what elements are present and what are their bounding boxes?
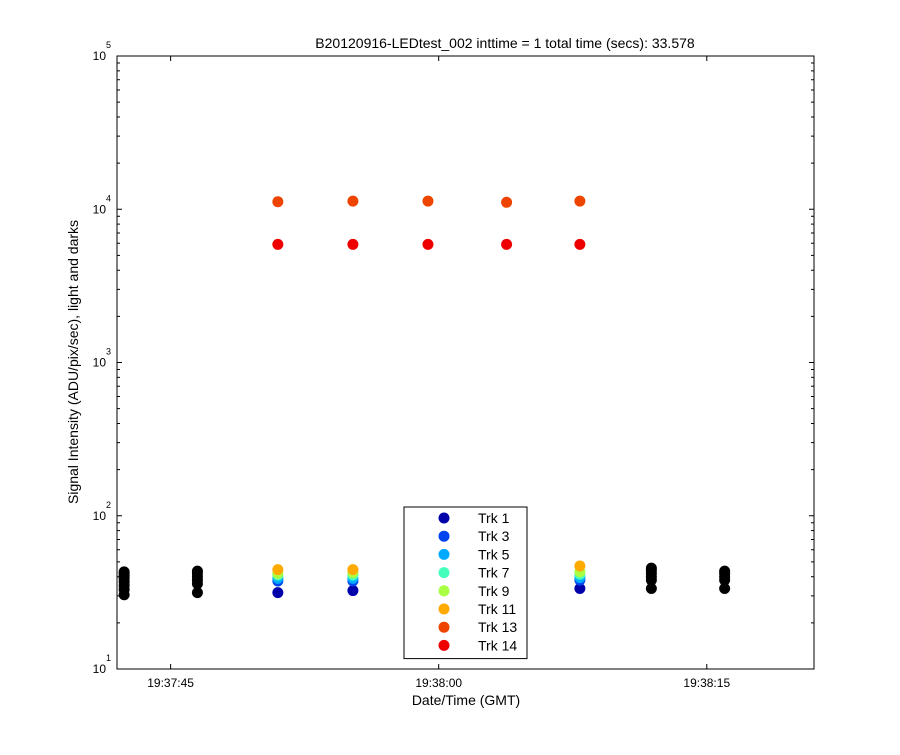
legend-label-trk-14: Trk 14 <box>478 637 517 653</box>
trk-13-point <box>422 195 434 207</box>
legend-box <box>403 506 528 660</box>
y-tick-label: 10 <box>93 509 107 523</box>
trk-13-point <box>347 195 359 207</box>
legend-marker-trk-5 <box>438 548 450 560</box>
y-tick-label: 10 <box>93 356 107 370</box>
x-tick-label: 19:37:45 <box>147 676 194 690</box>
y-tick-exponent: 5 <box>106 40 111 50</box>
legend-marker-trk-7 <box>438 567 450 579</box>
legend-label-trk-1: Trk 1 <box>478 510 510 526</box>
trk-1-point <box>272 587 284 599</box>
trk-14-point <box>272 238 284 250</box>
legend-marker-trk-13 <box>438 621 450 633</box>
legend-marker-trk-14 <box>438 639 450 651</box>
y-tick-exponent: 3 <box>106 347 111 357</box>
trk-11-point <box>347 564 359 576</box>
y-tick-label: 10 <box>93 202 107 216</box>
legend-label-trk-5: Trk 5 <box>478 546 510 562</box>
trk-1-point <box>347 585 359 597</box>
trk-13-point <box>574 195 586 207</box>
x-tick-label: 19:38:15 <box>683 676 730 690</box>
y-axis-title: Signal Intensity (ADU/pix/sec), light an… <box>65 220 81 504</box>
trk-14-point <box>501 238 513 250</box>
legend-marker-trk-9 <box>438 585 450 597</box>
dark-frame-point <box>191 587 203 599</box>
chart-title: B20120916-LEDtest_002 inttime = 1 total … <box>315 35 695 51</box>
dark-frame-point <box>645 562 657 574</box>
trk-13-point <box>501 196 513 208</box>
trk-14-point <box>347 238 359 250</box>
trk-1-point <box>574 583 586 595</box>
dark-frame-point <box>191 565 203 577</box>
trk-11-point <box>272 564 284 576</box>
legend-label-trk-11: Trk 11 <box>478 601 516 617</box>
legend-marker-trk-11 <box>438 603 450 615</box>
legend-marker-trk-1 <box>438 512 450 524</box>
legend-label-trk-13: Trk 13 <box>478 619 517 635</box>
dark-frame-point <box>645 583 657 595</box>
legend: Trk 1 Trk 3 Trk 5 Trk 7 Trk 9 Trk 11 Trk 13 Trk… <box>403 506 528 660</box>
x-tick-label: 19:38:00 <box>415 676 462 690</box>
dark-frame-point <box>719 565 731 577</box>
legend-label-trk-9: Trk 9 <box>478 583 510 599</box>
trk-14-point <box>422 238 434 250</box>
x-axis-title: Date/Time (GMT) <box>412 692 520 708</box>
y-tick-exponent: 2 <box>106 500 111 510</box>
dark-frame-point <box>118 566 130 578</box>
trk-13-point <box>272 196 284 208</box>
trk-11-point <box>574 560 586 572</box>
trk-14-point <box>574 238 586 250</box>
y-tick-exponent: 1 <box>106 653 111 663</box>
dark-frame-point <box>719 583 731 595</box>
legend-label-trk-3: Trk 3 <box>478 528 510 544</box>
y-tick-exponent: 4 <box>106 193 111 203</box>
y-tick-label: 10 <box>93 49 107 63</box>
y-tick-label: 10 <box>93 662 107 676</box>
legend-label-trk-7: Trk 7 <box>478 565 510 581</box>
legend-marker-trk-3 <box>438 530 450 542</box>
